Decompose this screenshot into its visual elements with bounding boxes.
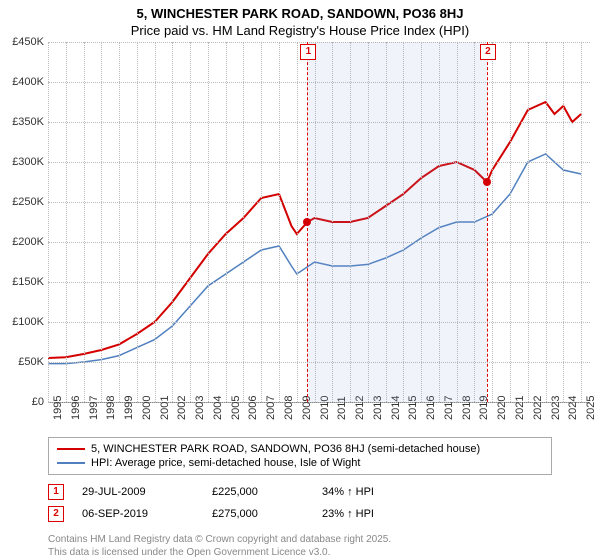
x-axis-tick: 2007 [265,395,277,419]
x-axis-tick: 2022 [532,395,544,419]
y-axis-tick: £350K [0,116,44,128]
x-axis-tick: 2004 [212,395,224,419]
x-axis-tick: 2000 [141,395,153,419]
footer-line: This data is licensed under the Open Gov… [48,546,552,559]
y-axis-tick: £200K [0,236,44,248]
legend-item: 5, WINCHESTER PARK ROAD, SANDOWN, PO36 8… [57,442,543,456]
chart-container: 5, WINCHESTER PARK ROAD, SANDOWN, PO36 8… [0,0,600,560]
legend-label: 5, WINCHESTER PARK ROAD, SANDOWN, PO36 8… [91,443,480,455]
transaction-date: 29-JUL-2009 [82,486,212,498]
legend-swatch [57,448,85,450]
x-axis-tick: 1996 [70,395,82,419]
x-axis-tick: 1998 [105,395,117,419]
y-axis-tick: £400K [0,76,44,88]
x-axis-tick: 2005 [230,395,242,419]
chart-subtitle: Price paid vs. HM Land Registry's House … [0,23,600,42]
marker-dot [483,178,491,186]
transaction-pct: 23% ↑ HPI [322,508,442,520]
legend-label: HPI: Average price, semi-detached house,… [91,457,360,469]
y-axis-tick: £450K [0,36,44,48]
marker-dot [303,218,311,226]
transaction-price: £225,000 [212,486,322,498]
x-axis-tick: 1997 [88,395,100,419]
transaction-row: 1 29-JUL-2009 £225,000 34% ↑ HPI [48,481,552,503]
transaction-marker-icon: 2 [48,506,64,522]
marker-label: 2 [480,44,496,60]
y-axis-tick: £50K [0,356,44,368]
legend-box: 5, WINCHESTER PARK ROAD, SANDOWN, PO36 8… [48,437,552,475]
x-axis-tick: 2020 [496,395,508,419]
y-axis-tick: £100K [0,316,44,328]
y-axis-tick: £0 [0,396,44,408]
footer-attribution: Contains HM Land Registry data © Crown c… [48,533,552,559]
transaction-price: £275,000 [212,508,322,520]
x-axis-tick: 2002 [176,395,188,419]
x-axis-tick: 1999 [123,395,135,419]
chart-plot-area: £0£50K£100K£150K£200K£250K£300K£350K£400… [48,42,590,403]
x-axis-tick: 2001 [159,395,171,419]
marker-label: 1 [300,44,316,60]
x-axis-tick: 2024 [567,395,579,419]
y-axis-tick: £250K [0,196,44,208]
x-axis-tick: 2023 [550,395,562,419]
x-axis-tick: 2021 [514,395,526,419]
transaction-date: 06-SEP-2019 [82,508,212,520]
transaction-table: 1 29-JUL-2009 £225,000 34% ↑ HPI 2 06-SE… [48,481,552,525]
transaction-marker-icon: 1 [48,484,64,500]
x-axis-tick: 2025 [585,395,597,419]
x-axis-tick: 1995 [52,395,64,419]
y-axis-tick: £300K [0,156,44,168]
transaction-row: 2 06-SEP-2019 £275,000 23% ↑ HPI [48,503,552,525]
transaction-pct: 34% ↑ HPI [322,486,442,498]
y-axis-tick: £150K [0,276,44,288]
x-axis-tick: 2006 [247,395,259,419]
legend-swatch [57,462,85,464]
legend-item: HPI: Average price, semi-detached house,… [57,456,543,470]
x-axis-tick: 2003 [194,395,206,419]
footer-line: Contains HM Land Registry data © Crown c… [48,533,552,546]
x-axis-tick: 2008 [283,395,295,419]
chart-title: 5, WINCHESTER PARK ROAD, SANDOWN, PO36 8… [0,0,600,23]
